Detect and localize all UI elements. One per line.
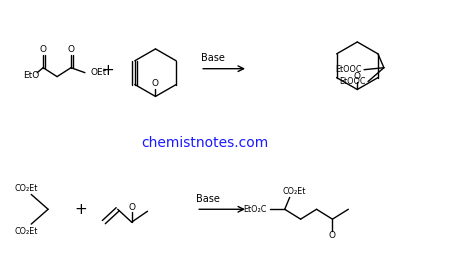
Text: O: O — [354, 72, 361, 81]
Text: chemistnotes.com: chemistnotes.com — [142, 136, 269, 150]
Text: Base: Base — [201, 53, 225, 63]
Text: OEt: OEt — [91, 68, 107, 77]
Text: O: O — [40, 45, 46, 54]
Text: Base: Base — [196, 194, 220, 204]
Text: EtO: EtO — [23, 71, 39, 80]
Text: O: O — [152, 79, 159, 88]
Text: +: + — [101, 63, 114, 78]
Text: O: O — [329, 232, 336, 241]
Text: CO₂Et: CO₂Et — [15, 227, 38, 236]
Text: O: O — [128, 203, 135, 212]
Text: EtO₂C: EtO₂C — [243, 205, 266, 214]
Text: EtOOC: EtOOC — [335, 65, 361, 74]
Text: CO₂Et: CO₂Et — [15, 184, 38, 193]
Text: O: O — [67, 45, 74, 54]
Text: CO₂Et: CO₂Et — [283, 187, 306, 196]
Text: +: + — [74, 202, 87, 217]
Text: EtOOC: EtOOC — [339, 77, 365, 86]
